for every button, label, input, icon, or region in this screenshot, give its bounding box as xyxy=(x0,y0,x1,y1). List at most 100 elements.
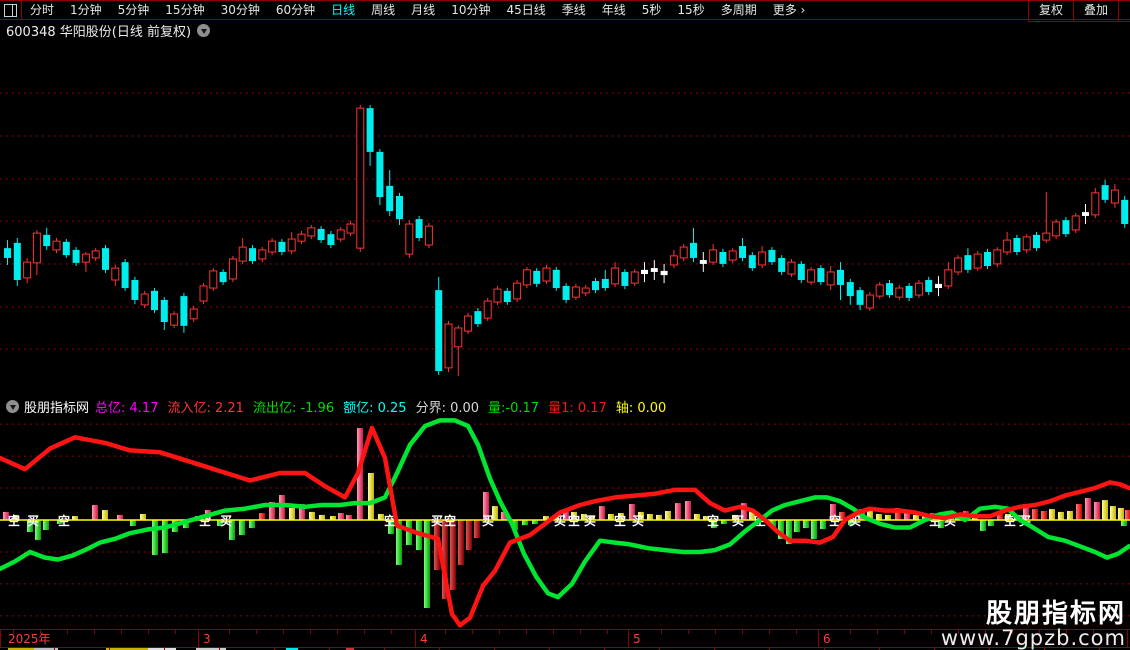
period-tabs: 分时 1分钟 5分钟 15分钟 30分钟 60分钟 日线 周线 月线 10分钟 45日线 季线 年线 5秒… xyxy=(22,1,813,19)
indicator-chart[interactable]: 空买空空买空买空买买空买空买空买空空买空买空买 xyxy=(0,417,1130,629)
minor-tick xyxy=(931,630,932,634)
minor-tick xyxy=(1066,630,1067,634)
timeline-year-label: 2025年 xyxy=(8,632,51,646)
indicator-source-label: 股朋指标网 xyxy=(24,400,90,416)
toolbar-right-button[interactable]: 叠加 xyxy=(1073,1,1118,21)
minor-tick xyxy=(796,630,797,634)
signal-marker: 空 xyxy=(707,513,719,528)
signal-marker: 买 xyxy=(632,514,644,528)
signal-marker: 买 xyxy=(431,514,443,528)
candlestick-chart[interactable] xyxy=(0,40,1130,392)
chevron-down-circle-icon[interactable] xyxy=(197,23,211,37)
minor-tick xyxy=(256,630,257,634)
minor-tick xyxy=(391,630,392,634)
signal-marker: 买 xyxy=(482,514,494,528)
period-tab[interactable]: 季线 xyxy=(561,2,586,17)
indicator-field: 轴: 0.00 xyxy=(615,400,667,416)
more-periods-button[interactable]: 更多 › xyxy=(772,2,806,17)
minor-tick xyxy=(121,630,122,634)
toolbar-right-button[interactable]: 复权 xyxy=(1028,1,1073,21)
signal-marker: 空 xyxy=(568,513,580,528)
minor-tick xyxy=(310,630,311,634)
minor-tick xyxy=(499,630,500,634)
indicator-header: 股朋指标网 总亿: 4.17 流入亿: 2.21 流出亿: -1.96 额亿: 0.2… xyxy=(0,396,1130,416)
minor-tick xyxy=(472,630,473,634)
symbol-title: 600348 华阳股份(日线 前复权) xyxy=(6,24,192,40)
signal-marker: 空 xyxy=(444,513,456,528)
month-divider xyxy=(818,630,819,647)
layout-icon xyxy=(4,3,17,17)
cutoff-row-sliver xyxy=(0,648,1130,650)
minor-tick xyxy=(715,630,716,634)
period-tab[interactable]: 10分钟 xyxy=(451,2,491,17)
period-tab[interactable]: 周线 xyxy=(371,2,396,17)
period-tab[interactable]: 多周期 xyxy=(720,2,757,17)
period-tab[interactable]: 1分钟 xyxy=(70,2,102,17)
month-divider xyxy=(415,630,416,647)
minor-tick xyxy=(742,630,743,634)
minor-tick xyxy=(904,630,905,634)
panel-toggle-icon[interactable] xyxy=(0,1,22,19)
minor-tick xyxy=(337,630,338,634)
toolbar-right-button[interactable]: 多 xyxy=(1118,1,1130,21)
period-tab[interactable]: 年线 xyxy=(601,2,626,17)
minor-tick xyxy=(67,630,68,634)
month-label: 3 xyxy=(203,632,211,646)
indicator-field: 量:-0.17 xyxy=(488,400,540,416)
indicator-field: 总亿: 4.17 xyxy=(95,400,159,416)
period-tab[interactable]: 5分钟 xyxy=(117,2,150,17)
minor-tick xyxy=(364,630,365,634)
watermark: 股朋指标网 www.7gpzb.com xyxy=(941,601,1126,649)
signal-marker: 空 xyxy=(829,513,841,528)
minor-tick xyxy=(1039,630,1040,634)
chevron-down-circle-icon[interactable] xyxy=(6,399,19,413)
period-tab[interactable]: 60分钟 xyxy=(275,2,316,17)
minor-tick xyxy=(175,630,176,634)
indicator-field: 量1: 0.17 xyxy=(548,400,607,416)
minor-tick xyxy=(661,630,662,634)
minor-tick xyxy=(877,630,878,634)
minor-tick xyxy=(148,630,149,634)
minor-tick xyxy=(958,630,959,634)
period-tab[interactable]: 15分钟 xyxy=(165,2,205,17)
minor-tick xyxy=(526,630,527,634)
month-divider xyxy=(1127,630,1128,647)
period-tab[interactable]: 15秒 xyxy=(677,2,705,17)
indicator-field: 额亿: 0.25 xyxy=(343,400,407,416)
watermark-title: 股朋指标网 xyxy=(985,599,1126,630)
period-tab[interactable]: 月线 xyxy=(411,2,436,17)
period-tab[interactable]: 日线 xyxy=(331,2,356,17)
minor-tick xyxy=(13,630,14,634)
period-tab[interactable]: 5秒 xyxy=(641,2,662,17)
minor-tick xyxy=(985,630,986,634)
month-label: 6 xyxy=(823,632,831,646)
period-tab[interactable]: 45日线 xyxy=(506,2,546,17)
period-tab[interactable]: 30分钟 xyxy=(220,2,260,17)
month-divider xyxy=(628,630,629,647)
month-label: 5 xyxy=(633,632,641,646)
minor-tick xyxy=(283,630,284,634)
minor-tick xyxy=(607,630,608,634)
minor-tick xyxy=(850,630,851,634)
timeline-axis: 2025年 3 4 5 6 xyxy=(0,629,1130,648)
signal-marker: 买 xyxy=(732,514,744,528)
month-label: 4 xyxy=(420,632,428,646)
watermark-url: www.7gpzb.com xyxy=(940,625,1126,650)
indicator-field: 流入亿: 2.21 xyxy=(167,400,244,416)
toolbar-right-group: 复权叠加多 xyxy=(1028,1,1130,22)
signal-marker: 空 xyxy=(58,513,70,528)
signal-marker: 买 xyxy=(584,514,596,528)
minor-tick xyxy=(1093,630,1094,634)
month-divider xyxy=(198,630,199,647)
minor-tick xyxy=(553,630,554,634)
minor-tick xyxy=(94,630,95,634)
signal-marker: 空 xyxy=(614,513,626,528)
indicator-values: 总亿: 4.17 流入亿: 2.21 流出亿: -1.96 额亿: 0.25 分界: 0… xyxy=(95,397,675,416)
signal-marker: 空 xyxy=(384,513,396,528)
period-tab[interactable]: 分时 xyxy=(30,2,55,17)
minor-tick xyxy=(688,630,689,634)
signal-marker: 买 xyxy=(27,514,39,528)
indicator-field: 流出亿: -1.96 xyxy=(252,400,335,416)
period-toolbar: 分时 1分钟 5分钟 15分钟 30分钟 60分钟 日线 周线 月线 10分钟 45日线 季线 年线 5秒… xyxy=(0,0,1130,22)
minor-tick xyxy=(445,630,446,634)
